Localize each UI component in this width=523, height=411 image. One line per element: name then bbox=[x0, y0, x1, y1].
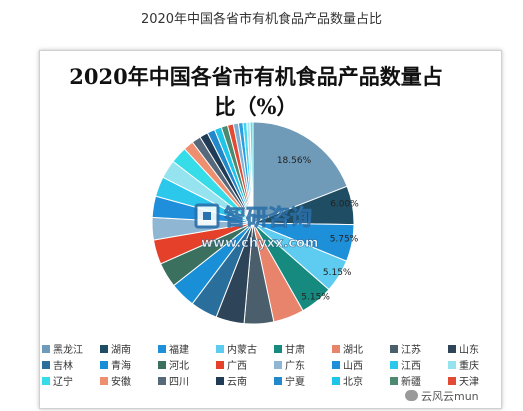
slice-label-2: 5.75% bbox=[330, 235, 359, 245]
legend-item-5[interactable]: 湖北 bbox=[332, 344, 363, 356]
legend-label-6: 江苏 bbox=[401, 343, 421, 356]
slice-label-0: 18.56% bbox=[277, 156, 312, 166]
legend-item-2[interactable]: 福建 bbox=[158, 343, 189, 356]
legend-label-22: 新疆 bbox=[401, 375, 421, 388]
pie-slice-28[interactable] bbox=[249, 121, 254, 224]
legend-swatch-14 bbox=[390, 361, 398, 369]
footer-watermark: 云风云mun bbox=[405, 388, 479, 404]
legend-swatch-23 bbox=[448, 377, 456, 385]
legend-swatch-1 bbox=[100, 345, 108, 353]
slice-labels: 18.56% 6.00% 5.75% 5.15% 5.15% bbox=[277, 156, 359, 303]
legend-item-7[interactable]: 山东 bbox=[448, 343, 479, 356]
legend-item-20[interactable]: 宁夏 bbox=[274, 375, 305, 388]
legend-label-23: 天津 bbox=[459, 376, 479, 388]
legend-label-20: 宁夏 bbox=[285, 375, 305, 388]
legend-swatch-9 bbox=[100, 361, 108, 369]
legend-item-18[interactable]: 四川 bbox=[158, 377, 189, 388]
legend-label-12: 广东 bbox=[285, 359, 305, 372]
wechat-icon bbox=[405, 390, 418, 401]
legend-swatch-6 bbox=[390, 345, 398, 353]
footer-text: 云风云mun bbox=[421, 390, 479, 403]
slice-label-4: 5.15% bbox=[301, 293, 330, 303]
legend-swatch-8 bbox=[42, 361, 50, 369]
legend-label-18: 四川 bbox=[169, 377, 189, 388]
legend-item-21[interactable]: 北京 bbox=[332, 375, 363, 388]
legend-swatch-7 bbox=[448, 345, 456, 353]
legend-label-17: 安徽 bbox=[111, 375, 131, 388]
legend-label-10: 河北 bbox=[169, 360, 189, 372]
legend-label-15: 重庆 bbox=[459, 359, 479, 372]
legend-item-10[interactable]: 河北 bbox=[158, 360, 189, 372]
legend-swatch-2 bbox=[158, 345, 166, 353]
watermark: 智研咨询 www.chyxx.com bbox=[194, 203, 319, 251]
legend-item-3[interactable]: 内蒙古 bbox=[216, 343, 257, 356]
pie-slices bbox=[151, 121, 355, 325]
legend-label-16: 辽宁 bbox=[53, 375, 73, 388]
legend-item-6[interactable]: 江苏 bbox=[390, 343, 421, 356]
legend-label-3: 内蒙古 bbox=[227, 343, 257, 356]
legend-label-1: 湖南 bbox=[111, 343, 131, 356]
legend-item-17[interactable]: 安徽 bbox=[100, 375, 131, 388]
legend-label-19: 云南 bbox=[227, 375, 247, 388]
legend-label-5: 湖北 bbox=[343, 344, 363, 356]
legend-swatch-0 bbox=[42, 345, 50, 353]
legend-item-11[interactable]: 广西 bbox=[216, 360, 247, 372]
legend-label-14: 江西 bbox=[401, 360, 421, 372]
legend-item-1[interactable]: 湖南 bbox=[100, 343, 131, 356]
legend-swatch-16 bbox=[42, 377, 50, 385]
legend-label-8: 吉林 bbox=[53, 359, 73, 372]
legend-item-4[interactable]: 甘肃 bbox=[274, 343, 305, 356]
legend-label-9: 青海 bbox=[111, 359, 131, 372]
legend-label-4: 甘肃 bbox=[285, 343, 305, 356]
pie-slice-0[interactable] bbox=[252, 121, 348, 224]
legend-swatch-20 bbox=[274, 377, 282, 385]
legend-item-9[interactable]: 青海 bbox=[100, 359, 131, 372]
chart-title-line2: 比（%） bbox=[214, 94, 298, 119]
legend-label-13: 山西 bbox=[343, 360, 363, 372]
legend-item-13[interactable]: 山西 bbox=[332, 360, 363, 372]
legend-swatch-3 bbox=[216, 345, 224, 353]
legend-swatch-17 bbox=[100, 377, 108, 385]
legend-swatch-22 bbox=[390, 377, 398, 385]
legend-label-7: 山东 bbox=[459, 343, 479, 356]
legend-item-0[interactable]: 黑龙江 bbox=[42, 343, 83, 356]
legend-label-0: 黑龙江 bbox=[53, 343, 83, 356]
legend-item-12[interactable]: 广东 bbox=[274, 359, 305, 372]
legend-swatch-15 bbox=[448, 361, 456, 369]
watermark-logo-icon-inner bbox=[203, 212, 211, 220]
legend-swatch-10 bbox=[158, 361, 166, 369]
legend-swatch-18 bbox=[158, 377, 166, 385]
chart-title-line1: 2020年中国各省市有机食品产品数量占 bbox=[69, 64, 443, 89]
legend-swatch-21 bbox=[332, 377, 340, 385]
legend-swatch-5 bbox=[332, 345, 340, 353]
page-title: 2020年中国各省市有机食品产品数量占比 bbox=[140, 12, 383, 27]
legend-swatch-11 bbox=[216, 361, 224, 369]
legend-item-23[interactable]: 天津 bbox=[448, 376, 479, 388]
watermark-logo-text: 智研咨询 bbox=[224, 205, 312, 231]
slice-label-1: 6.00% bbox=[330, 200, 359, 210]
slice-label-3: 5.15% bbox=[323, 268, 352, 278]
legend-swatch-12 bbox=[274, 361, 282, 369]
legend-swatch-19 bbox=[216, 377, 224, 385]
legend-item-15[interactable]: 重庆 bbox=[448, 359, 479, 372]
legend-item-14[interactable]: 江西 bbox=[390, 360, 421, 372]
legend-swatch-13 bbox=[332, 361, 340, 369]
watermark-url: www.chyxx.com bbox=[201, 236, 318, 251]
legend-swatch-4 bbox=[274, 345, 282, 353]
legend-label-11: 广西 bbox=[227, 360, 247, 372]
legend-item-16[interactable]: 辽宁 bbox=[42, 375, 73, 388]
legend-item-8[interactable]: 吉林 bbox=[42, 359, 73, 372]
legend-label-21: 北京 bbox=[343, 375, 363, 388]
legend-label-2: 福建 bbox=[169, 343, 189, 356]
legend-item-22[interactable]: 新疆 bbox=[390, 375, 421, 388]
chart-title: 2020年中国各省市有机食品产品数量占 比（%） bbox=[46, 62, 466, 122]
legend-item-19[interactable]: 云南 bbox=[216, 375, 247, 388]
